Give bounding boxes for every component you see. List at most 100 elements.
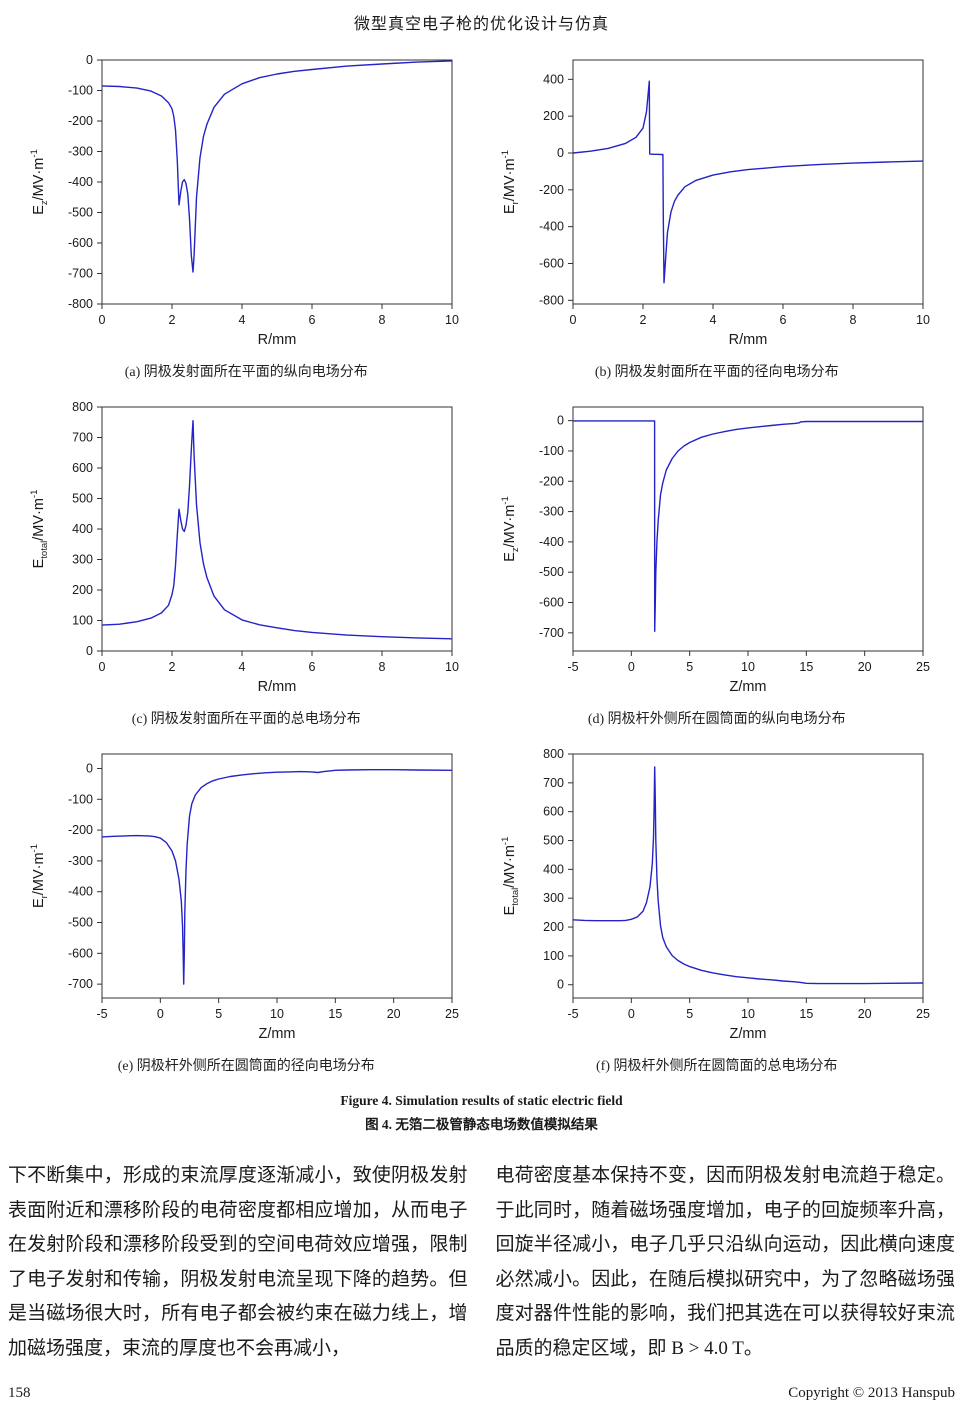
svg-text:4: 4 (239, 313, 246, 327)
svg-text:20: 20 (857, 660, 871, 674)
svg-text:-5: -5 (567, 1007, 578, 1021)
svg-text:600: 600 (72, 461, 93, 475)
svg-text:25: 25 (445, 1007, 459, 1021)
svg-text:20: 20 (857, 1007, 871, 1021)
page-footer: 158 Copyright © 2013 Hanspub (8, 1385, 955, 1402)
plot-b-radial-field-R: 400 200 0 -200 -400 -600 -800 0 2 4 6 8 10 R/mm Er/MV·… (497, 50, 937, 355)
svg-text:R/mm: R/mm (728, 332, 767, 348)
svg-text:20: 20 (387, 1007, 401, 1021)
svg-text:500: 500 (543, 834, 564, 848)
plot-e-radial-field-Z: 0 -100 -200 -300 -400 -500 -600 -700 -5 0 5 10 15 20 2… (26, 744, 466, 1049)
svg-text:0: 0 (157, 1007, 164, 1021)
svg-text:25: 25 (916, 1007, 930, 1021)
svg-text:-600: -600 (539, 596, 564, 610)
svg-text:Er/MV·m-1: Er/MV·m-1 (500, 150, 521, 214)
svg-text:-100: -100 (539, 444, 564, 458)
svg-text:8: 8 (379, 660, 386, 674)
svg-text:0: 0 (557, 978, 564, 992)
svg-text:-5: -5 (567, 660, 578, 674)
svg-text:5: 5 (686, 660, 693, 674)
svg-text:Ez/MV·m-1: Ez/MV·m-1 (29, 149, 50, 215)
svg-text:300: 300 (543, 891, 564, 905)
svg-text:25: 25 (916, 660, 930, 674)
svg-text:-300: -300 (68, 145, 93, 159)
svg-text:200: 200 (543, 109, 564, 123)
plot-c-total-field-R: 800 700 600 500 400 300 200 100 0 0 2 4 6 8 10 R/mm Etot… (26, 397, 466, 702)
svg-text:Etotal/MV·m-1: Etotal/MV·m-1 (29, 490, 50, 569)
plot-d-longitudinal-field-Z: 0 -100 -200 -300 -400 -500 -600 -700 -5 0 5 10 15 20 2… (497, 397, 937, 702)
panel-e: 0 -100 -200 -300 -400 -500 -600 -700 -5 0 5 10 15 20 2… (16, 744, 477, 1075)
panel-f: 800 700 600 500 400 300 200 100 0 -5 0 5 10 15 20 25 Z/m… (487, 744, 948, 1075)
panel-caption-f: (f) 阴极杆外侧所在圆筒面的总电场分布 (596, 1059, 838, 1074)
svg-text:800: 800 (72, 400, 93, 414)
svg-text:5: 5 (686, 1007, 693, 1021)
svg-text:-400: -400 (539, 220, 564, 234)
svg-text:800: 800 (543, 747, 564, 761)
panel-a: 0 -100 -200 -300 -400 -500 -600 -700 -800 0 2 4 6 8 10… (16, 50, 477, 381)
svg-text:0: 0 (557, 414, 564, 428)
panel-b: 400 200 0 -200 -400 -600 -800 0 2 4 6 8 10 R/mm Er/MV·… (487, 50, 948, 381)
svg-text:-600: -600 (68, 236, 93, 250)
svg-text:8: 8 (379, 313, 386, 327)
svg-text:0: 0 (557, 146, 564, 160)
page-title: 微型真空电子枪的优化设计与仿真 (353, 16, 609, 33)
svg-text:-300: -300 (539, 505, 564, 519)
body-text: 下不断集中，形成的束流厚度逐渐减小，致使阴极发射表面附近和漂移阶段的电荷密度都相… (0, 1159, 963, 1366)
svg-text:4: 4 (709, 313, 716, 327)
svg-text:10: 10 (741, 1007, 755, 1021)
svg-text:400: 400 (72, 522, 93, 536)
panel-d: 0 -100 -200 -300 -400 -500 -600 -700 -5 0 5 10 15 20 2… (487, 397, 948, 728)
svg-text:600: 600 (543, 805, 564, 819)
svg-text:-600: -600 (68, 946, 93, 960)
svg-text:10: 10 (270, 1007, 284, 1021)
svg-text:15: 15 (799, 660, 813, 674)
plot-f-total-field-Z: 800 700 600 500 400 300 200 100 0 -5 0 5 10 15 20 25 Z/m… (497, 744, 937, 1049)
svg-text:0: 0 (86, 53, 93, 67)
svg-text:0: 0 (569, 313, 576, 327)
body-left-column: 下不断集中，形成的束流厚度逐渐减小，致使阴极发射表面附近和漂移阶段的电荷密度都相… (8, 1165, 468, 1359)
svg-text:-100: -100 (68, 792, 93, 806)
panel-caption-d: (d) 阴极杆外侧所在圆筒面的纵向电场分布 (587, 712, 846, 727)
svg-text:-300: -300 (68, 854, 93, 868)
svg-text:400: 400 (543, 72, 564, 86)
svg-text:6: 6 (779, 313, 786, 327)
panel-c: 800 700 600 500 400 300 200 100 0 0 2 4 6 8 10 R/mm Etot… (16, 397, 477, 728)
svg-text:100: 100 (543, 949, 564, 963)
figure-grid: 0 -100 -200 -300 -400 -500 -600 -700 -800 0 2 4 6 8 10… (0, 50, 963, 1075)
svg-text:100: 100 (72, 614, 93, 628)
svg-text:-200: -200 (68, 823, 93, 837)
svg-text:-200: -200 (68, 114, 93, 128)
svg-text:Z/mm: Z/mm (259, 1026, 296, 1042)
svg-text:15: 15 (329, 1007, 343, 1021)
svg-text:-400: -400 (68, 885, 93, 899)
svg-text:2: 2 (639, 313, 646, 327)
figure-caption: Figure 4. Simulation results of static e… (0, 1093, 963, 1133)
svg-text:Z/mm: Z/mm (729, 679, 766, 695)
svg-text:8: 8 (849, 313, 856, 327)
svg-text:-400: -400 (539, 535, 564, 549)
panel-caption-e: (e) 阴极杆外侧所在圆筒面的径向电场分布 (117, 1059, 375, 1074)
svg-text:300: 300 (72, 553, 93, 567)
page-number: 158 (8, 1385, 31, 1401)
svg-text:0: 0 (628, 1007, 635, 1021)
svg-text:0: 0 (99, 660, 106, 674)
svg-text:0: 0 (628, 660, 635, 674)
svg-text:6: 6 (309, 313, 316, 327)
svg-text:400: 400 (543, 862, 564, 876)
svg-text:0: 0 (86, 761, 93, 775)
svg-text:Etotal/MV·m-1: Etotal/MV·m-1 (500, 837, 521, 916)
svg-text:-500: -500 (68, 916, 93, 930)
svg-text:-700: -700 (68, 977, 93, 991)
svg-text:6: 6 (309, 660, 316, 674)
panel-caption-c: (c) 阴极发射面所在平面的总电场分布 (131, 712, 361, 727)
svg-text:2: 2 (169, 660, 176, 674)
svg-text:-700: -700 (539, 626, 564, 640)
svg-text:-5: -5 (97, 1007, 108, 1021)
svg-text:0: 0 (86, 644, 93, 658)
svg-text:2: 2 (169, 313, 176, 327)
figure-caption-chinese: 图 4. 无箔二极管静态电场数值模拟结果 (365, 1117, 598, 1132)
svg-text:-700: -700 (68, 267, 93, 281)
body-right-column: 电荷密度基本保持不变，因而阴极发射电流趋于稳定。于此同时，随着磁场强度增加，电子… (495, 1165, 956, 1359)
svg-text:500: 500 (72, 492, 93, 506)
